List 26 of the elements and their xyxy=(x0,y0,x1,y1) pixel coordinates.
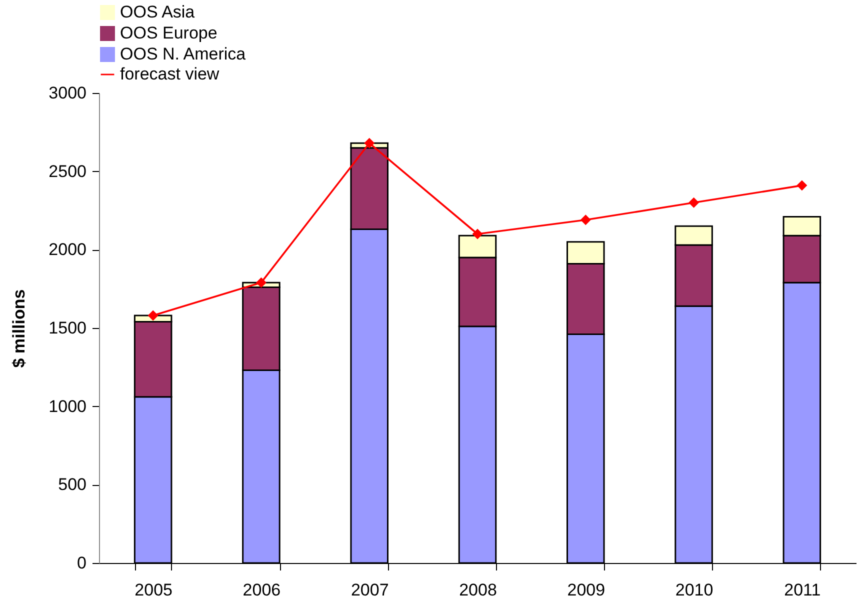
legend-label: OOS Europe xyxy=(120,24,218,42)
y-tick-label: 2500 xyxy=(48,162,86,181)
x-tick-label: 2005 xyxy=(134,580,172,600)
y-tick-label: 1500 xyxy=(48,318,86,338)
legend-label: forecast view xyxy=(120,64,220,84)
legend-label: OOS Asia xyxy=(120,2,196,22)
point xyxy=(472,228,483,240)
point xyxy=(256,277,266,288)
y-tick-label: 1000 xyxy=(48,396,86,416)
y-tick-label: 2000 xyxy=(48,240,86,260)
x-tick-label: 2010 xyxy=(675,580,714,600)
x-tick-label: 2007 xyxy=(350,580,389,600)
point xyxy=(148,310,158,321)
y-tick-label: 3000 xyxy=(48,84,86,102)
x-tick-label: 2008 xyxy=(459,580,497,600)
y-tick-label: 500 xyxy=(58,475,86,494)
point xyxy=(796,180,808,191)
x-tick-label: 2006 xyxy=(242,580,281,600)
legend-label: OOS N. America xyxy=(120,44,246,64)
point xyxy=(688,197,700,208)
y-tick-label: 0 xyxy=(77,554,86,572)
x-tick-label: 2009 xyxy=(567,580,606,600)
point xyxy=(580,214,591,226)
y-axis-title: $ millions xyxy=(10,289,29,368)
point xyxy=(364,138,375,148)
x-tick-label: 2011 xyxy=(784,580,821,600)
